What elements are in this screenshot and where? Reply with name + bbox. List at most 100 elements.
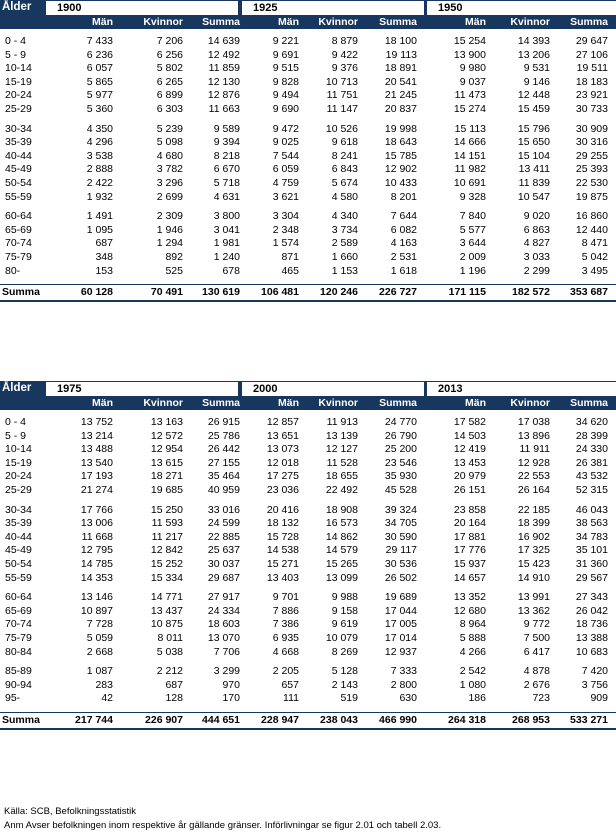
age-group-label: 50-54 <box>5 176 32 189</box>
table-row: 30-34 4 350 5 239 9 589 9 472 10 526 19 998 15 … <box>0 123 616 137</box>
value-cell: 26 042 <box>575 604 608 617</box>
value-cell: 8 241 <box>331 149 358 162</box>
value-cell: 3 296 <box>156 176 183 189</box>
value-cell: 15 104 <box>517 149 550 162</box>
value-cell: 27 155 <box>207 456 240 469</box>
value-cell: 2 309 <box>156 210 183 223</box>
value-cell: 13 206 <box>517 48 550 61</box>
age-header-cell: Ålder <box>0 0 46 15</box>
value-cell: 2 422 <box>86 176 113 189</box>
value-cell: 1 294 <box>156 237 183 250</box>
value-cell: 26 442 <box>207 443 240 456</box>
value-cell: 9 158 <box>331 604 358 617</box>
value-cell: 29 567 <box>575 571 608 584</box>
value-cell: 1 087 <box>86 665 113 678</box>
age-group-label: 60-64 <box>5 210 32 223</box>
value-cell: 12 680 <box>453 604 486 617</box>
value-cell: 21 245 <box>384 89 417 102</box>
value-cell: 2 589 <box>331 237 358 250</box>
value-cell: 22 530 <box>575 176 608 189</box>
value-cell: 6 265 <box>156 75 183 88</box>
age-group-label: 15-19 <box>5 456 32 469</box>
value-cell: 9 037 <box>459 75 486 88</box>
value-cell: 7 206 <box>156 35 183 47</box>
value-cell: 4 878 <box>523 665 550 678</box>
value-cell: 9 690 <box>272 102 299 115</box>
age-group-label: 55-59 <box>5 571 32 584</box>
sum-row-label: Summa <box>2 713 40 726</box>
value-cell: 657 <box>281 678 299 691</box>
value-cell: 19 998 <box>384 122 417 135</box>
value-cell: 5 360 <box>86 102 113 115</box>
value-cell: 3 538 <box>86 149 113 162</box>
value-cell: 19 685 <box>150 483 183 496</box>
age-group-label: 85-89 <box>5 665 32 678</box>
value-cell: 2 888 <box>86 163 113 176</box>
value-cell: 26 502 <box>384 571 417 584</box>
sum-row-label: Summa <box>2 286 40 299</box>
age-group-label: 10-14 <box>5 443 32 456</box>
value-cell: 30 733 <box>575 102 608 115</box>
value-cell: 10 875 <box>150 618 183 631</box>
column-label-women: Kvinnor <box>510 397 550 409</box>
value-cell: 17 776 <box>453 544 486 557</box>
table-row: 15-19 5 865 6 265 12 130 9 828 10 713 20 541 9 … <box>0 76 616 90</box>
value-cell: 13 752 <box>80 416 113 428</box>
value-cell: 15 785 <box>384 149 417 162</box>
value-cell: 30 590 <box>384 530 417 543</box>
sum-cell: 226 907 <box>145 713 183 726</box>
sum-cell: 466 990 <box>379 713 417 726</box>
source-note: Källa: SCB, Befolkningsstatistik <box>4 806 137 817</box>
value-cell: 10 897 <box>80 604 113 617</box>
age-group-label: 80-84 <box>5 645 32 658</box>
sum-cell: 182 572 <box>512 286 550 299</box>
value-cell: 12 127 <box>325 443 358 456</box>
value-cell: 30 037 <box>207 557 240 570</box>
table-row: 55-59 14 353 15 334 29 687 13 403 13 099 26 50… <box>0 572 616 586</box>
value-cell: 6 899 <box>156 89 183 102</box>
age-group-label: 65-69 <box>5 604 32 617</box>
table-row: 45-49 2 888 3 782 6 670 6 059 6 843 12 902 11 9… <box>0 163 616 177</box>
value-cell: 12 572 <box>150 429 183 442</box>
value-cell: 19 689 <box>384 591 417 604</box>
value-cell: 1 080 <box>459 678 486 691</box>
column-label-women: Kvinnor <box>318 397 358 409</box>
value-cell: 6 670 <box>213 163 240 176</box>
age-group-label: 5 - 9 <box>5 429 27 442</box>
column-label-men: Män <box>92 397 113 409</box>
value-cell: 11 751 <box>326 89 358 102</box>
sum-cell: 264 318 <box>448 713 486 726</box>
value-cell: 18 183 <box>575 75 608 88</box>
value-cell: 19 875 <box>575 190 608 203</box>
column-label-men: Män <box>278 16 299 28</box>
table-row: 25-29 5 360 6 303 11 663 9 690 11 147 20 837 15… <box>0 103 616 117</box>
value-cell: 17 044 <box>384 604 417 617</box>
age-group-label: 25-29 <box>5 483 32 496</box>
value-cell: 17 014 <box>384 631 417 644</box>
value-cell: 18 100 <box>384 35 417 47</box>
value-cell: 3 756 <box>581 678 608 691</box>
value-cell: 29 687 <box>207 571 240 584</box>
value-cell: 6 256 <box>156 48 183 61</box>
value-cell: 11 147 <box>326 102 358 115</box>
table-row: 25-29 21 274 19 685 40 959 23 036 22 492 45 52… <box>0 484 616 498</box>
value-cell: 12 876 <box>207 89 240 102</box>
value-cell: 7 386 <box>272 618 299 631</box>
table-row: 0 - 4 7 433 7 206 14 639 9 221 8 879 18 100 15 … <box>0 35 616 49</box>
sum-cell: 533 271 <box>570 713 608 726</box>
value-cell: 1 491 <box>86 210 113 223</box>
value-cell: 18 655 <box>325 470 358 483</box>
value-cell: 4 340 <box>331 210 358 223</box>
column-header-row: Män Kvinnor Summa Män Kvinnor Summa Män Kvinnor… <box>0 15 616 29</box>
value-cell: 25 200 <box>384 443 417 456</box>
value-cell: 13 070 <box>207 631 240 644</box>
value-cell: 1 574 <box>272 237 299 250</box>
sum-cell: 106 481 <box>261 286 299 299</box>
column-label-women: Kvinnor <box>143 16 183 28</box>
value-cell: 10 691 <box>453 176 486 189</box>
value-cell: 9 988 <box>331 591 358 604</box>
value-cell: 14 771 <box>150 591 183 604</box>
value-cell: 26 915 <box>207 416 240 428</box>
value-cell: 14 503 <box>453 429 486 442</box>
table-row: 40-44 11 668 11 217 22 885 15 728 14 862 30 59… <box>0 531 616 545</box>
